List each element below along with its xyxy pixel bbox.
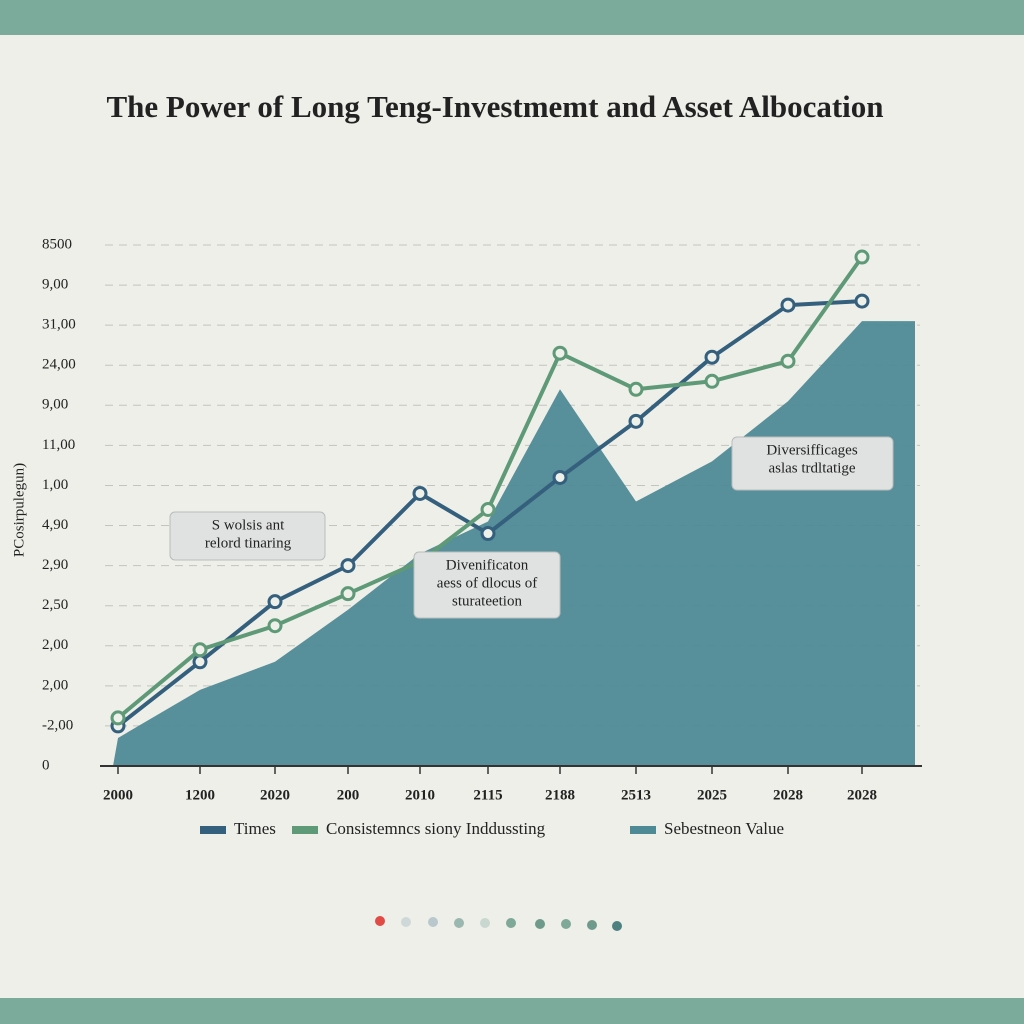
y-axis-label: PCosirpulegun)	[11, 463, 27, 557]
y-tick-label: 0	[42, 757, 50, 773]
point	[480, 502, 496, 518]
dot[interactable]	[506, 918, 516, 928]
y-tick-label: 4,90	[42, 517, 68, 533]
dot[interactable]	[401, 917, 411, 927]
point	[480, 526, 496, 542]
top-band	[0, 0, 1024, 35]
annotation-box	[731, 436, 894, 491]
annotation-text: Diversifficages	[766, 442, 858, 458]
point	[704, 373, 720, 389]
dot[interactable]	[612, 921, 622, 931]
x-tick-label: 2188	[545, 787, 575, 803]
annotation-text: sturateetion	[452, 593, 522, 609]
point	[780, 353, 796, 369]
y-tick-label: 9,00	[42, 397, 68, 413]
chart-title: The Power of Long Teng-Investmemt and As…	[106, 89, 883, 124]
legend-label: Times	[234, 819, 276, 838]
area	[113, 321, 915, 766]
y-tick-label: 9,00	[42, 277, 68, 293]
x-tick-label: 2028	[847, 787, 877, 803]
point	[412, 485, 428, 501]
point	[267, 618, 283, 634]
y-tick-label: 2,00	[42, 637, 68, 653]
x-tick-label: 2000	[103, 787, 133, 803]
dot[interactable]	[375, 916, 385, 926]
annotation-box	[413, 551, 561, 619]
y-tick-label: 1,00	[42, 477, 68, 493]
y-tick-label: 8500	[42, 236, 72, 252]
y-tick-label: 2,50	[42, 597, 68, 613]
y-tick-label: 2,00	[42, 677, 68, 693]
point	[854, 293, 870, 309]
point	[192, 642, 208, 658]
y-tick-label: 24,00	[42, 357, 76, 373]
point	[552, 345, 568, 361]
legend-swatch	[292, 826, 318, 834]
x-tick-label: 2115	[473, 787, 502, 803]
y-tick-label: -2,00	[42, 717, 73, 733]
dot[interactable]	[561, 919, 571, 929]
point	[267, 594, 283, 610]
point	[628, 413, 644, 429]
point	[704, 349, 720, 365]
y-tick-label: 2,90	[42, 557, 68, 573]
legend-swatch	[630, 826, 656, 834]
annotation-box	[169, 511, 326, 561]
x-tick-label: 2513	[621, 787, 651, 803]
x-tick-label: 200	[337, 787, 360, 803]
annotation-text: relord tinaring	[205, 535, 292, 551]
point	[340, 558, 356, 574]
x-tick-label: 1200	[185, 787, 215, 803]
bottom-band	[0, 998, 1024, 1024]
annotation-text: S wolsis ant	[212, 517, 285, 533]
point	[552, 469, 568, 485]
dot[interactable]	[480, 918, 490, 928]
annotation-text: aess of dlocus of	[437, 575, 537, 591]
point	[780, 297, 796, 313]
dot[interactable]	[454, 918, 464, 928]
y-tick-label: 11,00	[42, 437, 75, 453]
dot[interactable]	[587, 920, 597, 930]
pagination	[375, 916, 622, 931]
x-tick-label: 2028	[773, 787, 803, 803]
legend-label: Sebestneon Value	[664, 819, 784, 838]
x-tick-label: 2010	[405, 787, 435, 803]
legend-label: Consistemncs siony Inddussting	[326, 819, 546, 838]
point	[110, 710, 126, 726]
dot[interactable]	[535, 919, 545, 929]
y-tick-label: 31,00	[42, 317, 76, 333]
point	[192, 654, 208, 670]
point	[854, 249, 870, 265]
annotation-text: aslas trdltatige	[768, 460, 855, 476]
annotation-text: Divenificaton	[446, 557, 529, 573]
x-tick-label: 2020	[260, 787, 290, 803]
dot[interactable]	[428, 917, 438, 927]
legend-swatch	[200, 826, 226, 834]
x-tick-label: 2025	[697, 787, 727, 803]
point	[340, 586, 356, 602]
point	[628, 381, 644, 397]
